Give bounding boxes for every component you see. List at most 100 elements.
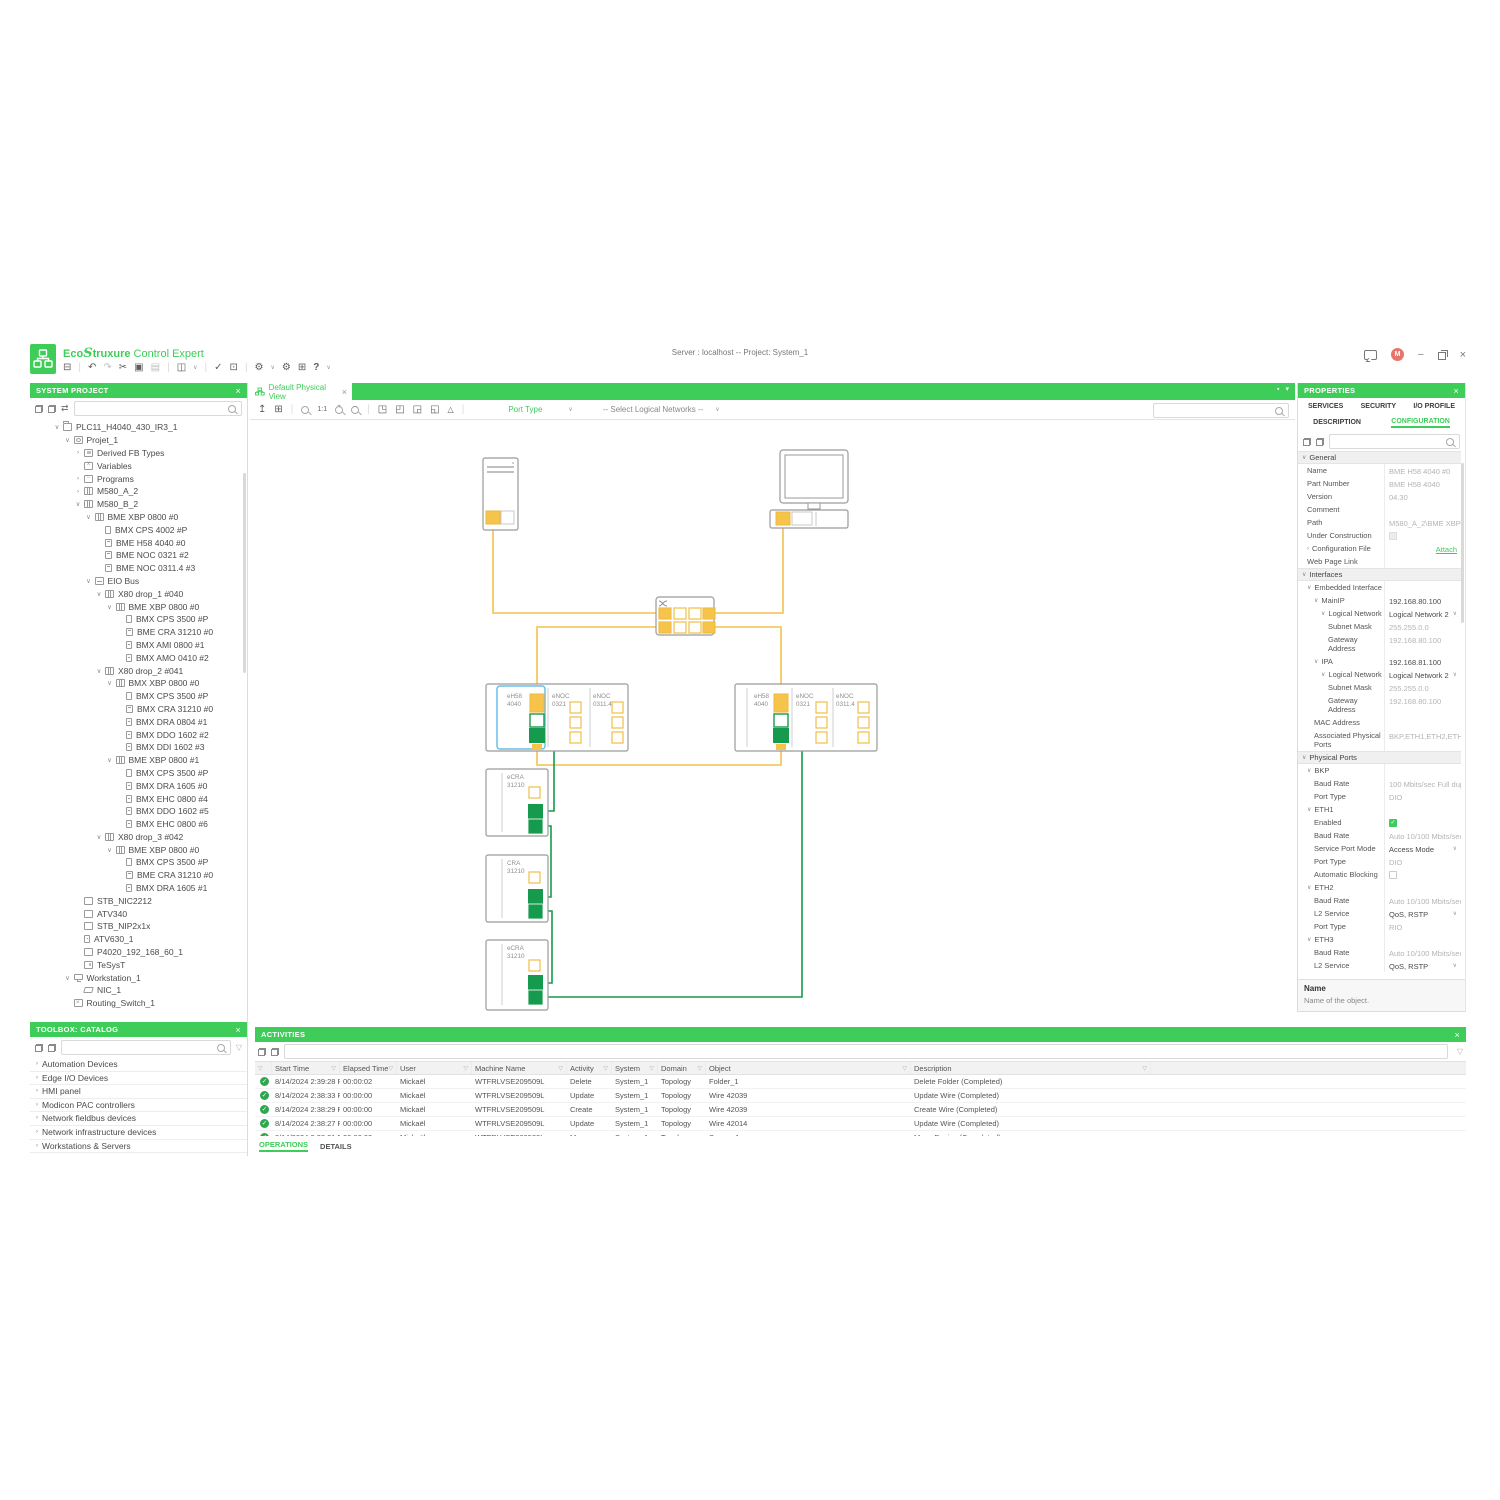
tree-item[interactable]: BMX CPS 3500 #P [30, 690, 245, 703]
tree-expander-icon[interactable]: › [76, 487, 80, 495]
paste-icon[interactable]: ▤ [150, 362, 161, 373]
catalog-category[interactable]: › Network infrastructure devices [30, 1126, 247, 1140]
tree-item[interactable]: ∨ BMX XBP 0800 #0 [30, 677, 245, 690]
print-icon[interactable]: ⊟ [63, 362, 72, 373]
tree-item[interactable]: BMX AMI 0800 #1 [30, 639, 245, 652]
swap-view-icon[interactable]: ⇄ [61, 403, 69, 413]
property-row[interactable]: MAC Address [1298, 716, 1461, 729]
property-row[interactable]: Baud Rate Auto 10/100 Mbits/sec [1298, 829, 1461, 842]
tree-expander-icon[interactable]: ∨ [107, 680, 112, 688]
device-server[interactable] [482, 457, 519, 531]
property-row[interactable]: Name BME H58 4040 #0 [1298, 464, 1461, 477]
tree-expander-icon[interactable]: ∨ [86, 577, 91, 585]
tree-item[interactable]: BME NOC 0321 #2 [30, 549, 245, 562]
tab-operations[interactable]: OPERATIONS [259, 1140, 309, 1152]
tree-item[interactable]: BMX DRA 1605 #0 [30, 779, 245, 792]
port-type-dropdown[interactable]: Port Type [508, 405, 543, 414]
tree-expander-icon[interactable]: ∨ [107, 846, 112, 854]
tab-description[interactable]: DESCRIPTION [1313, 419, 1361, 426]
device-workstation[interactable] [769, 449, 849, 529]
user-avatar[interactable]: M [1391, 348, 1404, 361]
wire-workstation-to-switch[interactable] [714, 526, 784, 614]
tree-item[interactable]: ∨ BME XBP 0800 #0 [30, 511, 245, 524]
cut-icon[interactable]: ✂ [118, 362, 128, 373]
tree-item[interactable]: ∨ BME XBP 0800 #0 [30, 843, 245, 856]
property-row[interactable]: Automatic Blocking [1298, 868, 1461, 881]
redo-icon[interactable]: ↷ [103, 362, 112, 373]
catalog-category[interactable]: › Network fieldbus devices [30, 1112, 247, 1126]
property-row[interactable]: Port Type DIO [1298, 790, 1461, 803]
settings-gear-icon[interactable]: ⚙ [281, 362, 291, 373]
paste-view-icon[interactable]: ◱ [430, 404, 440, 415]
tree-item[interactable]: BMX EHC 0800 #6 [30, 818, 245, 831]
activity-row[interactable]: ✓ 8/14/2024 2:38:29 PM00:00:00 Mickaël WTFR… [255, 1103, 1466, 1117]
physical-view-canvas[interactable]: eH58 4040 eNOC 0321 eNOC 0311.4 [250, 420, 1295, 1027]
property-row[interactable]: ∨ ETH3 [1298, 933, 1461, 946]
export-icon[interactable]: ↥ [258, 404, 267, 415]
close-button[interactable]: × [1459, 348, 1466, 361]
tree-item[interactable]: BMX CPS 3500 #P [30, 613, 245, 626]
tree-item[interactable]: ∨ X80 drop_3 #042 [30, 831, 245, 844]
property-row[interactable]: ∨ MainIP 192.168.80.100 [1298, 594, 1461, 607]
expand-all-icon[interactable] [48, 404, 56, 413]
device-rack-a[interactable]: eH58 4040 eNOC 0321 eNOC 0311.4 [485, 683, 629, 752]
tree-item[interactable]: STB_NIC2212 [30, 894, 245, 907]
tree-item[interactable]: TeSysT [30, 958, 245, 971]
activities-filter-input[interactable] [285, 1045, 1447, 1058]
tree-item[interactable]: BMX DDI 1602 #3 [30, 741, 245, 754]
restore-button[interactable] [1437, 349, 1448, 360]
zoom-ratio[interactable]: 1:1 [317, 406, 328, 413]
minimize-button[interactable]: – [1418, 349, 1424, 360]
property-row[interactable]: Subnet Mask 255.255.0.0 [1298, 620, 1461, 633]
wire-server-to-switch[interactable] [492, 523, 656, 614]
tree-item[interactable]: ∨ PLC11_H4040_430_IR3_1 [30, 421, 245, 434]
property-row[interactable]: Enabled ✓ [1298, 816, 1461, 829]
filter-icon[interactable]: ▽ [258, 1065, 263, 1072]
load-view-icon[interactable]: ◰ [395, 404, 405, 415]
tree-expander-icon[interactable]: ∨ [107, 757, 112, 765]
activity-row[interactable]: ✓ 8/14/2024 2:39:28 PM00:00:02 Mickaël WTFR… [255, 1075, 1466, 1089]
filter-icon[interactable]: ▽ [235, 1043, 242, 1052]
close-icon[interactable]: × [235, 385, 241, 396]
logical-networks-dropdown[interactable]: -- Select Logical Networks -- [602, 405, 704, 414]
tree-item[interactable]: STB_NIP2x1x [30, 920, 245, 933]
property-row[interactable]: ∨ IPA 192.168.81.100 [1298, 655, 1461, 668]
device-rack-b[interactable]: eH58 4040 eNOC 0321 eNOC 0311.4 [734, 683, 878, 752]
device-drop-1[interactable]: eCRA 31210 [485, 768, 549, 837]
filter-icon[interactable]: ▽ [902, 1065, 907, 1072]
tab-io-profile[interactable]: I/O PROFILE [1413, 402, 1455, 410]
property-row[interactable]: Service Port Mode Access Mode ∨ [1298, 842, 1461, 855]
expand-all-icon[interactable] [48, 1043, 56, 1052]
zoom-in-icon[interactable]: + [335, 404, 344, 414]
property-section[interactable]: ∨ Interfaces [1298, 568, 1461, 581]
property-row[interactable]: ∨ ETH2 [1298, 881, 1461, 894]
tree-item[interactable]: ATV630_1 [30, 933, 245, 946]
tree-item[interactable]: ∨ Projet_1 [30, 434, 245, 447]
tree-expander-icon[interactable]: ∨ [96, 667, 102, 675]
filter-icon[interactable]: ▽ [603, 1065, 608, 1072]
tree-item[interactable]: ∨ Workstation_1 [30, 971, 245, 984]
column-system[interactable]: System ▽ [612, 1062, 658, 1074]
column-machine-name[interactable]: Machine Name ▽ [472, 1062, 567, 1074]
property-row[interactable]: Gateway Address 192.168.80.100 [1298, 633, 1461, 655]
copy-icon[interactable]: ▣ [134, 362, 144, 373]
tree-item[interactable]: ∨ X80 drop_2 #041 [30, 664, 245, 677]
tree-item[interactable]: BMX DRA 0804 #1 [30, 715, 245, 728]
tree-item[interactable]: BME CRA 31210 #0 [30, 626, 245, 639]
property-row[interactable]: Port Type DIO [1298, 855, 1461, 868]
tree-item[interactable]: P4020_192_168_60_1 [30, 946, 245, 959]
copy-view-icon[interactable]: ◲ [412, 404, 423, 415]
tree-expander-icon[interactable]: ∨ [96, 590, 102, 598]
collapse-all-icon[interactable] [1303, 437, 1311, 446]
property-row[interactable]: Subnet Mask 255.255.0.0 [1298, 681, 1461, 694]
collapse-all-icon[interactable] [258, 1047, 266, 1056]
fit-screen-icon[interactable]: ⊞ [297, 362, 307, 373]
tree-item[interactable]: Variables [30, 459, 245, 472]
tree-item[interactable]: BME NOC 0311.4 #3 [30, 562, 245, 575]
catalog-category[interactable]: › Edge I/O Devices [30, 1072, 247, 1086]
expand-all-icon[interactable] [271, 1047, 279, 1056]
column-start-time[interactable]: Start Time ▽ [272, 1062, 340, 1074]
tree-item[interactable]: BMX CPS 3500 #P [30, 767, 245, 780]
